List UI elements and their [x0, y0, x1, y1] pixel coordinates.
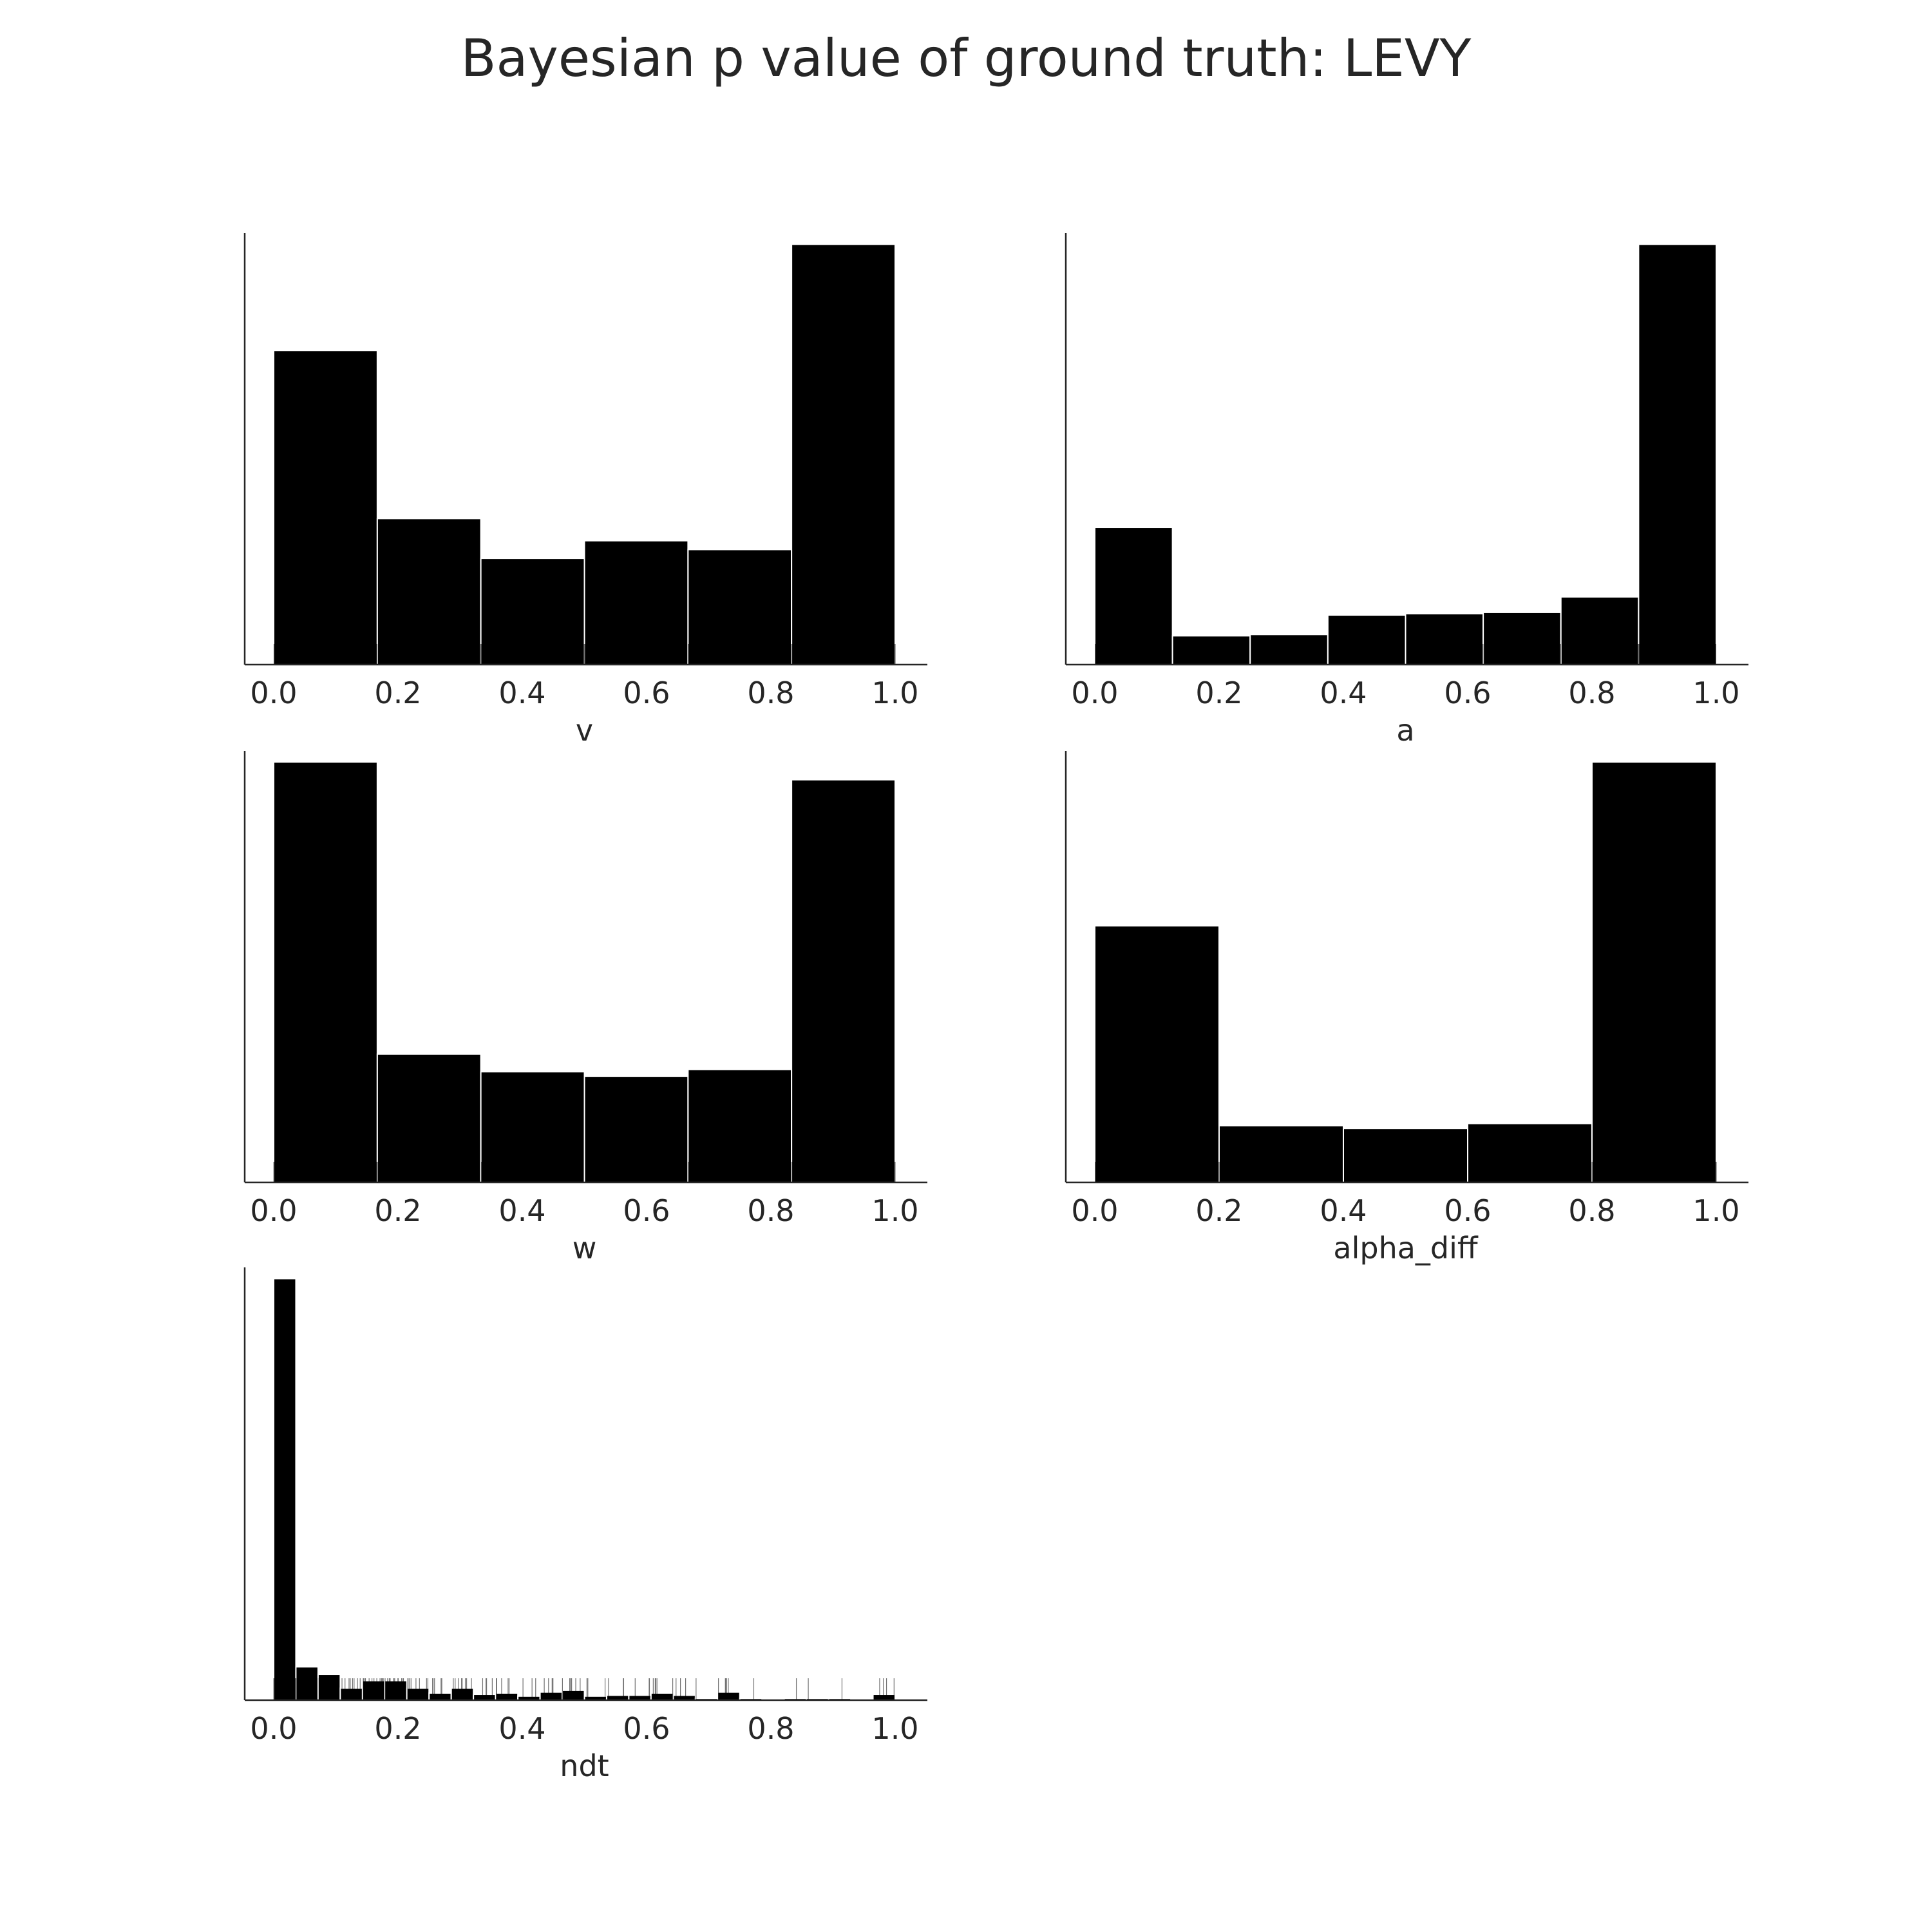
panel-w: 0.0 0.2 0.4 0.6 0.8 1.0 w	[243, 751, 927, 1265]
panel-v: 0.0 0.2 0.4 0.6 0.8 1.0 v	[243, 233, 927, 748]
x-tick-label: 0.4	[498, 1711, 545, 1746]
histogram-bar	[273, 350, 378, 665]
histogram-bar	[495, 1692, 519, 1701]
x-tick-label: 0.8	[1568, 676, 1615, 710]
x-tick-label: 0.6	[1444, 1193, 1491, 1228]
x-tick-label: 0.0	[250, 676, 297, 710]
histogram-bar	[1591, 761, 1717, 1183]
x-tick-label: 0.6	[623, 1711, 670, 1746]
x-axis-label: alpha_diff	[1333, 1231, 1478, 1265]
x-tick-label: 0.2	[374, 676, 421, 710]
x-tick-label: 0.8	[747, 1711, 794, 1746]
x-tick-label: 0.2	[1195, 1193, 1242, 1228]
x-tick-label: 0.0	[1071, 1193, 1118, 1228]
x-axis-label: w	[573, 1231, 597, 1265]
rug-marks	[273, 1162, 896, 1182]
x-tick-label: 0.4	[498, 1193, 545, 1228]
histogram-bar	[687, 1068, 793, 1183]
histogram-bar	[562, 1689, 585, 1701]
rug-marks	[1095, 1162, 1717, 1182]
x-tick-label: 0.2	[374, 1193, 421, 1228]
panel-a: 0.0 0.2 0.4 0.6 0.8 1.0 a	[1065, 233, 1748, 748]
histogram-bar	[650, 1692, 674, 1701]
x-tick-label: 1.0	[871, 1193, 918, 1228]
histogram-bar	[583, 540, 689, 666]
x-axis-label: v	[576, 713, 593, 748]
x-tick-label: 0.0	[250, 1711, 297, 1746]
x-tick-label: 0.4	[498, 676, 545, 710]
x-tick-label: 0.4	[1320, 676, 1367, 710]
x-tick-label: 0.6	[1444, 676, 1491, 710]
x-tick-label: 0.0	[250, 1193, 297, 1228]
histogram-bar	[539, 1691, 564, 1701]
x-tick-label: 0.8	[747, 676, 794, 710]
histogram-bar	[1560, 596, 1640, 665]
histogram-bar	[872, 1694, 896, 1701]
histogram-bar	[791, 243, 896, 666]
histogram-bar	[273, 1278, 297, 1701]
histogram-bar	[1218, 1125, 1344, 1183]
x-tick-label: 0.6	[623, 676, 670, 710]
panel-ndt: 0.0 0.2 0.4 0.6 0.8 1.0 ndt	[243, 1267, 927, 1783]
histogram-bar	[1327, 614, 1406, 666]
x-tick-label: 0.6	[623, 1193, 670, 1228]
histogram-bar	[791, 779, 896, 1183]
histogram-bar	[1094, 527, 1173, 666]
panel-alpha_diff: 0.0 0.2 0.4 0.6 0.8 1.0 alpha_diff	[1065, 751, 1748, 1265]
histogram-bar	[1638, 243, 1717, 666]
histogram-bar	[1094, 925, 1220, 1184]
x-tick-label: 0.0	[1071, 676, 1118, 710]
x-tick-label: 1.0	[871, 676, 918, 710]
histogram-bar	[273, 761, 378, 1183]
figure-title: Bayesian p value of ground truth: LEVY	[461, 28, 1472, 88]
x-axis-label: a	[1396, 713, 1414, 748]
histogram-bar	[376, 518, 482, 665]
x-tick-label: 0.8	[1568, 1193, 1615, 1228]
x-tick-label: 0.8	[747, 1193, 794, 1228]
x-tick-label: 0.2	[374, 1711, 421, 1746]
subplot-grid: 0.0 0.2 0.4 0.6 0.8 1.0v0.0 0.2 0.4 0.6 0.8 1.0a0.…	[243, 233, 1748, 1783]
histogram-bar	[339, 1687, 363, 1701]
rug-marks	[273, 644, 896, 665]
histogram-bar	[1343, 1128, 1468, 1184]
x-tick-label: 0.4	[1320, 1193, 1367, 1228]
rug-marks	[273, 1678, 895, 1700]
rug-marks	[1095, 644, 1716, 665]
histogram-bar	[687, 549, 793, 665]
x-tick-label: 0.2	[1195, 676, 1242, 710]
x-tick-label: 1.0	[871, 1711, 918, 1746]
x-axis-label: ndt	[560, 1748, 609, 1783]
histogram-bar	[376, 1053, 482, 1184]
histogram-bar	[317, 1674, 341, 1701]
histogram-bar	[583, 1075, 689, 1183]
x-tick-label: 1.0	[1692, 676, 1739, 710]
histogram-bar	[1249, 634, 1329, 665]
x-tick-label: 1.0	[1692, 1193, 1739, 1228]
histogram-bar	[406, 1687, 430, 1701]
